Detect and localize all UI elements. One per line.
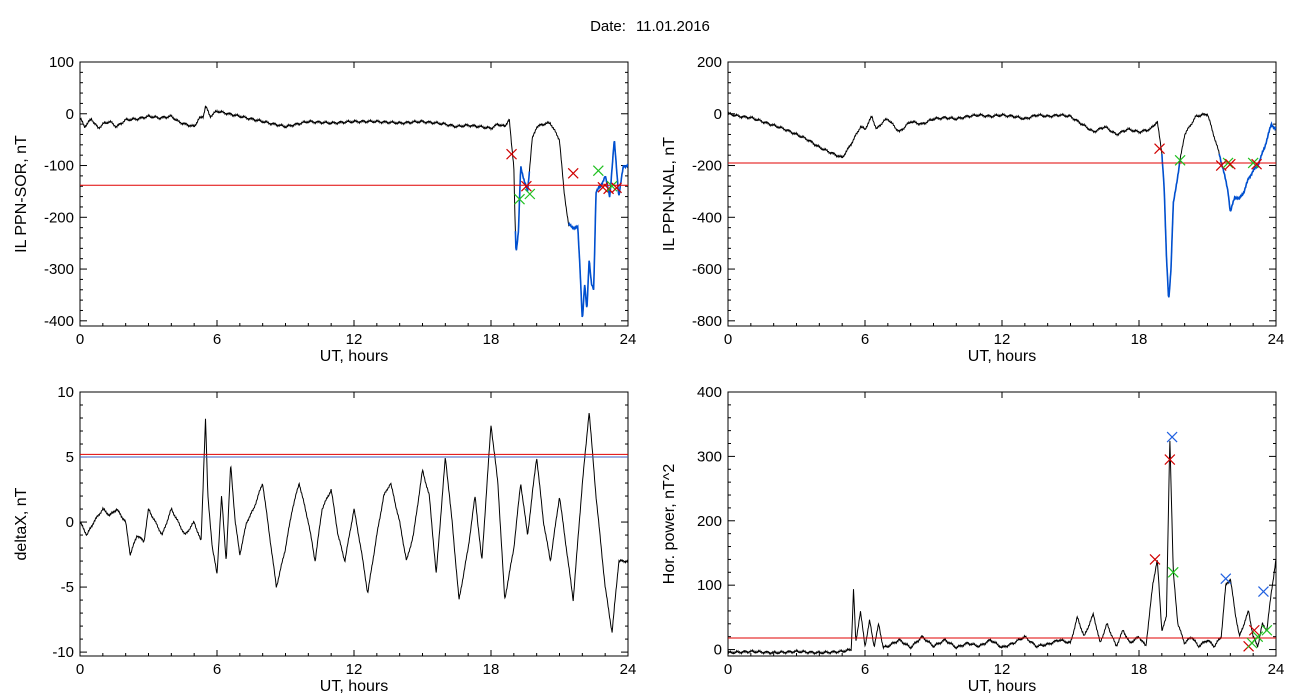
event-marker-red	[1149, 553, 1161, 565]
y-tick-label: 400	[697, 384, 722, 401]
event-marker-green	[1252, 631, 1264, 643]
y-axis-label: IL PPN-NAL, nT	[661, 137, 678, 251]
event-marker-green	[524, 188, 536, 200]
chart-panel-hor-power: 0 6 12 18 24 400 300 200 100 0 UT, hours Hor. power…	[661, 384, 1284, 695]
event-marker-blue	[1166, 431, 1178, 443]
event-marker-red	[1251, 158, 1263, 170]
y-axis-label: IL PPN-SOR, nT	[13, 135, 30, 253]
series-trace	[80, 105, 628, 318]
y-axis-label: Hor. power, nT^2	[661, 464, 678, 585]
event-marker-red	[1164, 454, 1176, 466]
x-tick-label: 12	[346, 331, 363, 348]
series-trace	[728, 111, 1276, 298]
y-tick-label: 200	[697, 513, 722, 530]
event-marker-green	[1261, 624, 1273, 636]
x-axis-label: UT, hours	[320, 678, 388, 695]
plot-frame	[727, 61, 1277, 327]
event-marker-blue	[1220, 573, 1232, 585]
y-tick-label: 100	[697, 577, 722, 594]
x-tick-label: 12	[994, 331, 1011, 348]
x-tick-label: 6	[213, 661, 221, 678]
y-tick-label: 10	[57, 384, 74, 401]
x-tick-label: 0	[76, 661, 84, 678]
x-tick-label: 12	[346, 661, 363, 678]
event-marker-red	[567, 167, 579, 179]
x-tick-label: 0	[724, 661, 732, 678]
x-tick-label: 18	[483, 661, 500, 678]
event-marker-red	[1154, 143, 1165, 155]
plot-frame	[79, 391, 629, 657]
y-tick-label: -400	[692, 209, 722, 226]
x-axis-label: UT, hours	[968, 348, 1036, 365]
y-tick-label: -100	[44, 158, 74, 175]
chart-panel-il-ppn-sor: 0 6 12 18 24 100 0 -100 -200 -300 -400 UT, hours IL …	[13, 54, 636, 365]
y-tick-label: 5	[66, 449, 74, 466]
highlight-segment	[1161, 154, 1181, 298]
y-tick-label: -400	[44, 313, 74, 330]
event-marker-red	[1215, 160, 1227, 171]
y-tick-label: -200	[44, 209, 74, 226]
page-title: Date: 11.01.2016	[0, 18, 1300, 35]
y-tick-label: -800	[692, 313, 722, 330]
chart-panel-il-ppn-nal: 0 6 12 18 24 200 0 -200 -400 -600 -800 UT, hours IL …	[661, 54, 1284, 365]
chart-panel-deltax: 0 6 12 18 24 10 5 0 -5 -10 UT, hours deltaX, nT	[13, 384, 636, 695]
event-marker-red	[1224, 158, 1236, 170]
highlight-segment	[567, 140, 628, 318]
y-tick-label: 100	[49, 54, 74, 71]
plot-frame	[79, 61, 629, 327]
x-tick-label: 24	[1268, 661, 1285, 678]
highlight-segment	[1218, 121, 1276, 212]
y-tick-label: -200	[692, 158, 722, 175]
event-marker-red	[1248, 624, 1260, 636]
event-marker-red	[520, 180, 532, 192]
x-tick-label: 24	[620, 331, 637, 348]
date-label: Date:	[590, 18, 626, 35]
y-tick-label: -600	[692, 261, 722, 278]
x-tick-label: 0	[76, 331, 84, 348]
series-trace	[80, 413, 628, 633]
x-tick-label: 24	[1268, 331, 1285, 348]
event-marker-red	[506, 148, 517, 160]
event-marker-green	[1174, 154, 1186, 166]
y-tick-label: -5	[61, 579, 74, 596]
plot-frame	[727, 391, 1277, 657]
y-tick-label: -300	[44, 261, 74, 278]
event-marker-green	[592, 165, 604, 177]
x-axis-label: UT, hours	[968, 678, 1036, 695]
y-tick-label: 0	[66, 106, 74, 123]
x-axis-label: UT, hours	[320, 348, 388, 365]
x-tick-label: 12	[994, 661, 1011, 678]
event-marker-red	[611, 182, 623, 194]
event-marker-green	[1222, 157, 1234, 169]
x-tick-label: 6	[861, 661, 869, 678]
y-tick-label: 300	[697, 448, 722, 465]
event-marker-green	[1167, 566, 1179, 578]
y-tick-label: 0	[714, 642, 722, 659]
highlight-segment	[514, 166, 531, 251]
y-tick-label: 0	[714, 106, 722, 123]
event-marker-green	[514, 193, 525, 205]
event-marker-blue	[1258, 586, 1269, 598]
x-tick-label: 0	[724, 331, 732, 348]
x-tick-label: 18	[1131, 661, 1148, 678]
x-tick-label: 6	[861, 331, 869, 348]
x-tick-label: 24	[620, 661, 637, 678]
y-axis-label: deltaX, nT	[13, 487, 30, 560]
date-value: 11.01.2016	[635, 18, 710, 35]
y-tick-label: 0	[66, 514, 74, 531]
y-tick-label: -10	[52, 644, 74, 661]
event-marker-green	[1247, 157, 1259, 169]
x-tick-label: 18	[1131, 331, 1148, 348]
y-tick-label: 200	[697, 54, 722, 71]
x-tick-label: 6	[213, 331, 221, 348]
series-trace	[728, 440, 1276, 656]
x-tick-label: 18	[483, 331, 500, 348]
